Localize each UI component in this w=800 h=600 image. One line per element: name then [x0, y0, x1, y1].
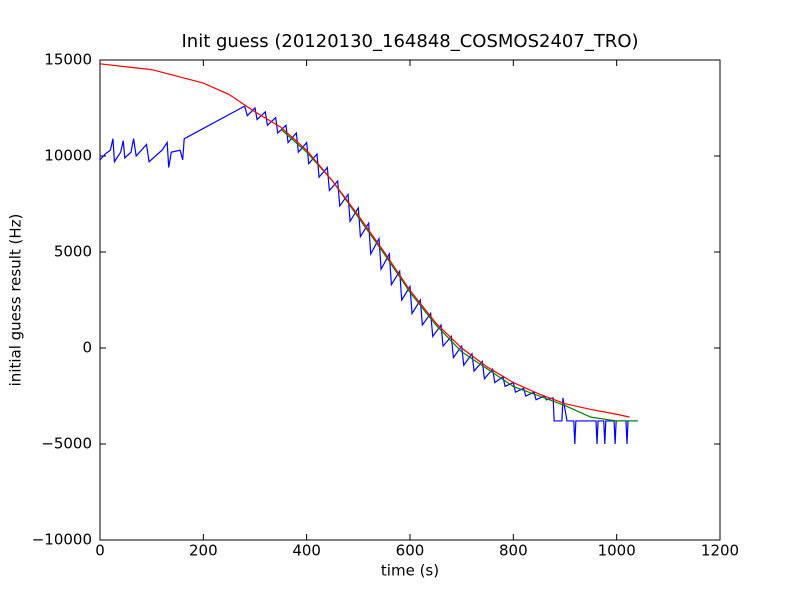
- x-tick-label: 800: [499, 542, 528, 560]
- data-line: [99, 63, 630, 418]
- plot-frame: [99, 59, 721, 541]
- x-tick-label: 600: [396, 542, 425, 560]
- y-tick-label: 10000: [44, 147, 92, 165]
- x-tick-label: 400: [292, 542, 321, 560]
- x-axis-label: time (s): [381, 562, 439, 580]
- x-tick-label: 1000: [598, 542, 636, 560]
- y-tick-label: 15000: [44, 51, 92, 69]
- x-tick-label: 0: [95, 542, 105, 560]
- data-line: [99, 105, 638, 445]
- y-tick-label: −5000: [41, 435, 92, 453]
- y-axis-label: initial guess result (Hz): [7, 214, 25, 387]
- x-tick-label: 1200: [701, 542, 739, 560]
- y-tick-label: 5000: [54, 243, 92, 261]
- y-tick-label: −10000: [32, 531, 92, 549]
- chart-title: Init guess (20120130_164848_COSMOS2407_T…: [181, 31, 638, 52]
- x-tick-label: 200: [189, 542, 218, 560]
- y-tick-label: 0: [82, 339, 92, 357]
